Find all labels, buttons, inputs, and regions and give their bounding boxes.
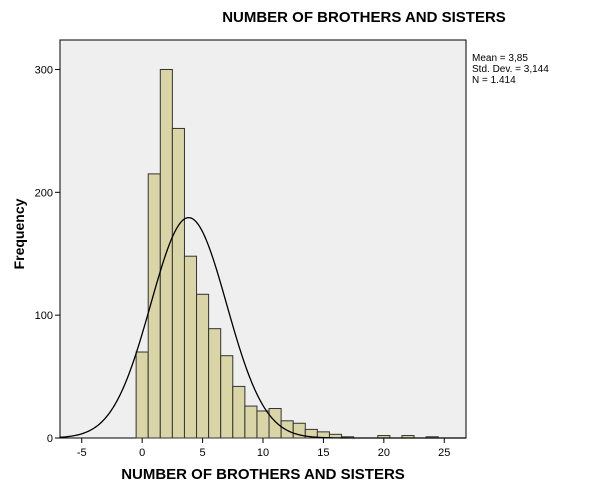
histogram-bar [268,408,282,439]
histogram-bar [135,351,149,439]
histogram-bar [256,410,270,439]
x-axis-label: NUMBER OF BROTHERS AND SISTERS [121,466,405,483]
y-tick-label: 100 [35,310,53,322]
chart-title: NUMBER OF BROTHERS AND SISTERS [222,9,506,26]
histogram-bar [244,405,258,439]
histogram-bar [183,255,198,439]
normal-curve [59,216,466,439]
x-tick-label: -5 [77,447,87,459]
stats-mean: Mean = 3,85 [472,53,528,64]
curve-layer [59,216,466,439]
y-tick-label: 300 [35,64,53,76]
histogram-bar [171,127,185,439]
histogram-bar [232,385,246,439]
x-tick-label: 20 [378,447,390,459]
y-tick-label: 200 [35,187,53,199]
y-axis: 0 100 200 300 [35,64,60,445]
stats-std-dev: Std. Dev. = 3,144 [472,64,549,75]
x-tick-label: 15 [317,447,329,459]
stats-box: Mean = 3,85 Std. Dev. = 3,144 N = 1.414 [472,53,549,86]
y-tick-label: 0 [47,433,53,445]
x-tick-label: 10 [257,447,269,459]
x-tick-label: 5 [200,447,206,459]
x-axis: -5 0 5 10 15 20 25 [77,438,450,459]
histogram-bar [208,328,222,439]
x-tick-label: 25 [438,447,450,459]
histogram-bar [220,355,234,439]
y-axis-label: Frequency [11,198,27,270]
x-tick-label: 0 [139,447,145,459]
histogram-bar [196,293,210,439]
plot-area [59,39,467,439]
bar-group [135,68,439,439]
histogram-bar [280,420,294,439]
stats-n: N = 1.414 [472,75,516,86]
